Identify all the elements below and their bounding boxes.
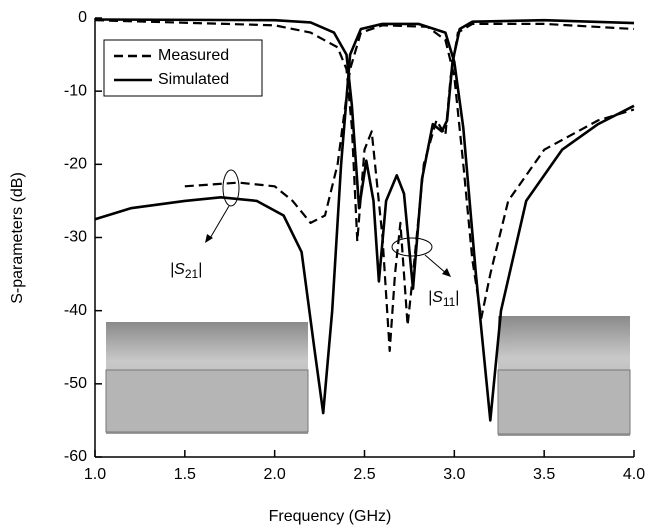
annotation: |S21| [170, 261, 202, 281]
x-tick-label: 2.5 [353, 466, 375, 483]
annotation-sub: 11 [443, 295, 456, 309]
y-tick-label: -60 [64, 448, 87, 465]
x-tick-label: 1.5 [174, 466, 196, 483]
series-line [94, 18, 635, 290]
annotation-post: | [455, 289, 459, 306]
y-tick-label: -40 [64, 302, 87, 319]
series-line [94, 19, 635, 352]
arrow-head [442, 268, 451, 277]
ruler-left [105, 369, 309, 433]
annotation: |S11| [428, 289, 459, 309]
x-tick-label: 1.0 [84, 466, 106, 483]
y-axis-label: S-parameters (dB) [9, 172, 26, 304]
x-tick-label: 2.0 [264, 466, 286, 483]
x-tick-label: 3.0 [443, 466, 465, 483]
y-tick-label: -50 [64, 375, 87, 392]
series-line [184, 24, 635, 320]
annotation-pre: |S [428, 289, 443, 306]
y-tick-label: -20 [64, 156, 87, 173]
annotation-arrow [424, 254, 448, 275]
annotation-ellipse [222, 169, 240, 207]
annotation-post: | [198, 261, 202, 278]
legend: Measured Simulated [103, 39, 263, 97]
ruler-right [497, 369, 631, 435]
annotation-ellipse [391, 237, 433, 257]
x-tick-label: 4.0 [623, 466, 645, 483]
annotation-sub: 21 [185, 267, 199, 281]
legend-label: Measured [158, 47, 229, 64]
y-tick-label: 0 [78, 9, 87, 26]
series-line [94, 22, 635, 422]
legend-box [103, 39, 263, 97]
x-axis-label: Frequency (GHz) [269, 508, 392, 525]
arrow-head [205, 234, 213, 243]
annotation-arrow [208, 205, 230, 241]
y-tick-label: -30 [64, 229, 87, 246]
annotation-pre: |S [170, 261, 185, 278]
x-tick-label: 3.5 [533, 466, 555, 483]
plot-area [105, 316, 631, 436]
y-tick-label: -10 [64, 82, 87, 99]
legend-label: Simulated [158, 71, 229, 88]
